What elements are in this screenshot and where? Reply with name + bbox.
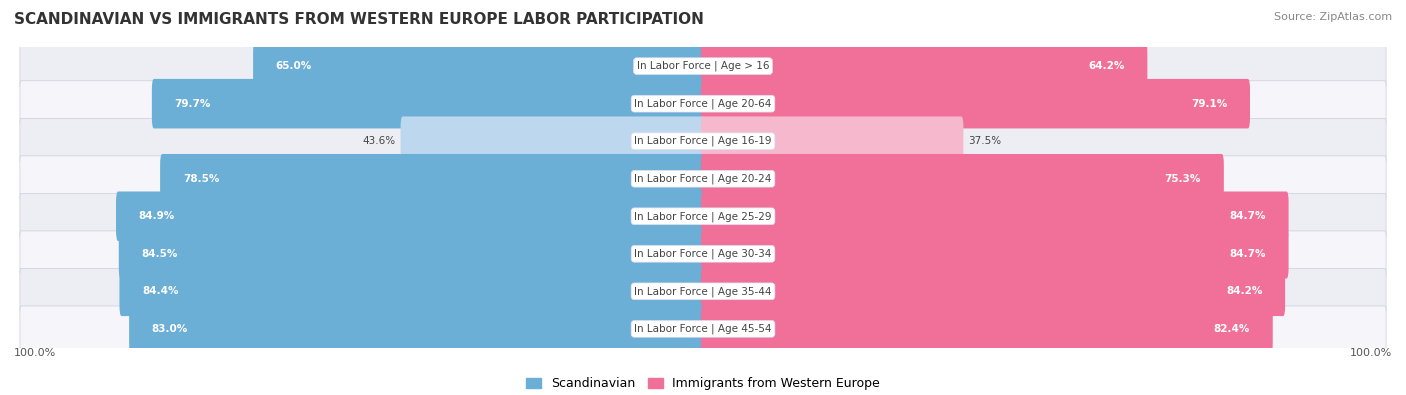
FancyBboxPatch shape xyxy=(117,192,704,241)
Text: 84.7%: 84.7% xyxy=(1229,249,1265,259)
Text: 83.0%: 83.0% xyxy=(152,324,188,334)
Text: 84.9%: 84.9% xyxy=(139,211,174,221)
FancyBboxPatch shape xyxy=(702,41,1147,91)
Text: 84.5%: 84.5% xyxy=(142,249,179,259)
FancyBboxPatch shape xyxy=(129,304,704,354)
Text: 37.5%: 37.5% xyxy=(969,136,1001,146)
FancyBboxPatch shape xyxy=(20,43,1386,89)
Text: 79.1%: 79.1% xyxy=(1191,99,1227,109)
FancyBboxPatch shape xyxy=(20,118,1386,164)
Text: In Labor Force | Age > 16: In Labor Force | Age > 16 xyxy=(637,61,769,71)
Text: 84.7%: 84.7% xyxy=(1229,211,1265,221)
Text: In Labor Force | Age 45-54: In Labor Force | Age 45-54 xyxy=(634,324,772,334)
FancyBboxPatch shape xyxy=(253,41,704,91)
FancyBboxPatch shape xyxy=(702,79,1250,128)
FancyBboxPatch shape xyxy=(702,192,1289,241)
FancyBboxPatch shape xyxy=(702,229,1289,278)
Text: In Labor Force | Age 25-29: In Labor Force | Age 25-29 xyxy=(634,211,772,222)
Text: 100.0%: 100.0% xyxy=(1350,348,1392,357)
FancyBboxPatch shape xyxy=(702,304,1272,354)
Text: 84.4%: 84.4% xyxy=(142,286,179,296)
Text: 100.0%: 100.0% xyxy=(14,348,56,357)
FancyBboxPatch shape xyxy=(702,154,1223,203)
FancyBboxPatch shape xyxy=(20,81,1386,126)
Text: 82.4%: 82.4% xyxy=(1213,324,1250,334)
Text: In Labor Force | Age 20-64: In Labor Force | Age 20-64 xyxy=(634,98,772,109)
Text: 78.5%: 78.5% xyxy=(183,174,219,184)
FancyBboxPatch shape xyxy=(702,117,963,166)
Text: In Labor Force | Age 35-44: In Labor Force | Age 35-44 xyxy=(634,286,772,297)
FancyBboxPatch shape xyxy=(152,79,704,128)
Text: 75.3%: 75.3% xyxy=(1164,174,1201,184)
FancyBboxPatch shape xyxy=(20,156,1386,201)
FancyBboxPatch shape xyxy=(160,154,704,203)
FancyBboxPatch shape xyxy=(20,231,1386,276)
FancyBboxPatch shape xyxy=(118,229,704,278)
Text: 84.2%: 84.2% xyxy=(1226,286,1263,296)
Legend: Scandinavian, Immigrants from Western Europe: Scandinavian, Immigrants from Western Eu… xyxy=(520,372,886,395)
FancyBboxPatch shape xyxy=(20,306,1386,352)
Text: 65.0%: 65.0% xyxy=(276,61,312,71)
Text: 79.7%: 79.7% xyxy=(174,99,211,109)
Text: In Labor Force | Age 16-19: In Labor Force | Age 16-19 xyxy=(634,136,772,147)
Text: Source: ZipAtlas.com: Source: ZipAtlas.com xyxy=(1274,12,1392,22)
Text: 64.2%: 64.2% xyxy=(1088,61,1125,71)
FancyBboxPatch shape xyxy=(20,269,1386,314)
Text: In Labor Force | Age 20-24: In Labor Force | Age 20-24 xyxy=(634,173,772,184)
FancyBboxPatch shape xyxy=(702,267,1285,316)
Text: In Labor Force | Age 30-34: In Labor Force | Age 30-34 xyxy=(634,248,772,259)
FancyBboxPatch shape xyxy=(20,194,1386,239)
FancyBboxPatch shape xyxy=(120,267,704,316)
Text: SCANDINAVIAN VS IMMIGRANTS FROM WESTERN EUROPE LABOR PARTICIPATION: SCANDINAVIAN VS IMMIGRANTS FROM WESTERN … xyxy=(14,12,704,27)
FancyBboxPatch shape xyxy=(401,117,704,166)
Text: 43.6%: 43.6% xyxy=(363,136,395,146)
